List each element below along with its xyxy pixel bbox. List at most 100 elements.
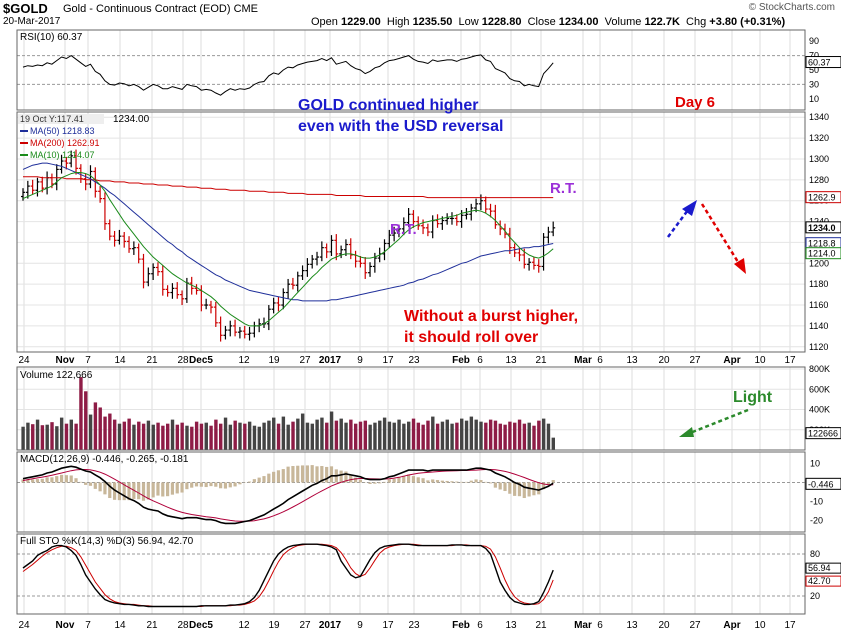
price-bar-71 [363, 257, 368, 279]
volume-bar-34 [185, 425, 189, 450]
volume-bar-80 [407, 421, 411, 450]
macd-hist-49 [257, 477, 261, 483]
price-bar-70 [358, 256, 363, 268]
macd-hist-10 [69, 475, 73, 483]
high-label: High [386, 16, 410, 28]
macd-hist-97 [488, 482, 493, 484]
macd-hist-20 [117, 482, 121, 501]
x-tick-top-1: Nov [56, 355, 75, 366]
volume-bar-61 [315, 419, 319, 450]
macd-hist-108 [541, 482, 546, 490]
price-bar-93 [469, 203, 474, 221]
rsi-tick-70: 70 [809, 51, 819, 61]
arrow-light-shaft [689, 408, 749, 435]
price-bar-80 [406, 208, 411, 227]
price-bar-92 [464, 208, 469, 220]
macd-hist-15 [93, 482, 97, 489]
volume-bar-36 [194, 421, 199, 450]
close-value: 1234.00 [558, 16, 599, 28]
macd-panel-border [16, 451, 806, 533]
annotation-light: Light [733, 389, 773, 406]
volume-tick-400: 400K [809, 405, 830, 415]
sto-tick-20: 20 [810, 591, 820, 601]
volume-bar-99 [498, 423, 502, 450]
x-tick-top-7: 12 [238, 355, 250, 366]
price-bar-31 [170, 283, 175, 299]
price-tag-3 [805, 247, 841, 260]
legend-last: 1234.00 [113, 114, 150, 125]
price-bar-38 [204, 298, 209, 310]
volume-bar-81 [411, 418, 416, 450]
macd-hist-31 [170, 482, 175, 495]
volume-bar-89 [450, 423, 454, 450]
volume-bar-86 [435, 423, 440, 450]
macd-hist-29 [161, 482, 165, 497]
price-bar-25 [141, 253, 146, 289]
volume-bar-47 [247, 421, 252, 450]
macd-hist-0 [21, 479, 25, 483]
price-bar-62 [319, 241, 324, 262]
ma50-line [22, 162, 554, 302]
price-bar-61 [315, 251, 320, 266]
price-bar-63 [324, 243, 329, 259]
x-tick-bottom-7: 12 [238, 620, 250, 631]
rsi-panel-border [16, 29, 806, 111]
close-label: Close [527, 16, 556, 28]
macd-hist-101 [508, 482, 512, 494]
macd-hist-110 [551, 480, 555, 483]
macd-hist-27 [151, 482, 155, 498]
price-bar-1 [25, 180, 30, 199]
price-bar-3 [35, 177, 40, 197]
x-tick-bottom-21: 20 [658, 620, 670, 631]
price-bar-46 [242, 325, 247, 339]
description-text: Gold - Continuous Contract (EOD) [63, 3, 231, 15]
volume-bar-33 [180, 422, 184, 450]
x-tick-bottom-18: Mar [574, 620, 592, 631]
volume-bar-22 [127, 418, 131, 450]
chg-label: Chg [686, 16, 707, 28]
volume-bar-6 [50, 422, 54, 450]
volume-bar-48 [252, 425, 257, 450]
volume-bar-104 [522, 423, 527, 450]
price-bar-75 [382, 239, 387, 261]
symbol-title: $GOLD [3, 1, 48, 16]
price-bar-78 [396, 224, 401, 238]
price-bar-11 [74, 149, 79, 175]
x-tick-top-15: 6 [477, 355, 483, 366]
price-tag-text-3: 1214.0 [808, 249, 836, 259]
x-tick-top-10: 2017 [319, 355, 342, 366]
price-bar-26 [146, 267, 151, 287]
volume-bar-102 [513, 422, 517, 450]
macd-tick-2: -10 [810, 497, 823, 507]
macd-hist-21 [122, 482, 126, 501]
volume-bar-10 [69, 419, 73, 450]
rsi-line [22, 54, 554, 96]
x-tick-top-24: 10 [754, 355, 766, 366]
volume-bar-28 [156, 422, 160, 450]
macd-hist-92 [464, 481, 469, 483]
price-bar-109 [546, 226, 551, 244]
macd-hist-74 [378, 482, 382, 484]
volume-bar-21 [122, 421, 127, 450]
volume-bar-25 [141, 423, 146, 450]
macd-hist-22 [127, 482, 131, 501]
x-tick-bottom-19: 6 [597, 620, 603, 631]
macd-hist-52 [272, 471, 276, 483]
x-tick-bottom-5: 28 [177, 620, 189, 631]
chart-header: $GOLD Gold - Continuous Contract (EOD) C… [0, 0, 841, 28]
arrow-light-head [679, 427, 694, 437]
annotation-gold-line2: even with the USD reversal [298, 118, 503, 135]
macd-hist-35 [190, 482, 194, 488]
volume-bar-64 [329, 411, 334, 450]
volume-bar-62 [320, 417, 324, 450]
price-tick-1280: 1280 [809, 175, 829, 185]
price-bar-88 [445, 213, 450, 225]
macd-hist-34 [185, 482, 189, 490]
volume-bar-56 [291, 421, 295, 450]
macd-hist-5 [45, 477, 49, 483]
macd-hist-83 [421, 478, 425, 483]
volume-bar-66 [339, 418, 343, 450]
x-tick-top-6: Dec5 [189, 355, 213, 366]
rsi-tick-30: 30 [809, 79, 819, 89]
macd-hist-18 [108, 482, 112, 499]
